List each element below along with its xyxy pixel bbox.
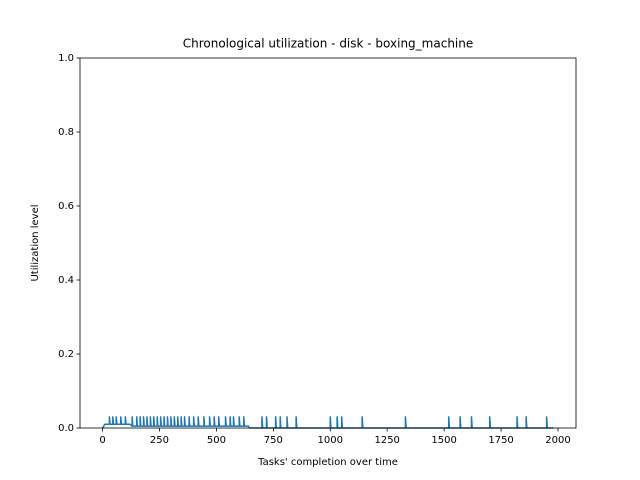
chart-title: Chronological utilization - disk - boxin… bbox=[183, 37, 474, 51]
y-tick-label: 0.4 bbox=[58, 275, 74, 286]
y-axis-label: Utilization level bbox=[30, 204, 41, 281]
x-axis-label: Tasks' completion over time bbox=[257, 457, 398, 468]
x-tick-label: 500 bbox=[207, 435, 226, 446]
y-tick-label: 1.0 bbox=[58, 53, 74, 64]
x-tick-label: 750 bbox=[264, 435, 283, 446]
x-tick-label: 250 bbox=[150, 435, 169, 446]
y-tick-label: 0.0 bbox=[58, 423, 74, 434]
x-tick-label: 2000 bbox=[545, 435, 570, 446]
x-tick-label: 1750 bbox=[488, 435, 513, 446]
plot-frame bbox=[79, 57, 577, 429]
x-tick-label: 1500 bbox=[431, 435, 456, 446]
x-tick-label: 0 bbox=[99, 435, 105, 446]
y-tick-label: 0.2 bbox=[58, 349, 74, 360]
x-tick-label: 1000 bbox=[318, 435, 343, 446]
y-tick-label: 0.6 bbox=[58, 201, 74, 212]
x-tick-label: 1250 bbox=[374, 435, 399, 446]
data-line bbox=[101, 416, 554, 429]
y-tick-label: 0.8 bbox=[58, 127, 74, 138]
